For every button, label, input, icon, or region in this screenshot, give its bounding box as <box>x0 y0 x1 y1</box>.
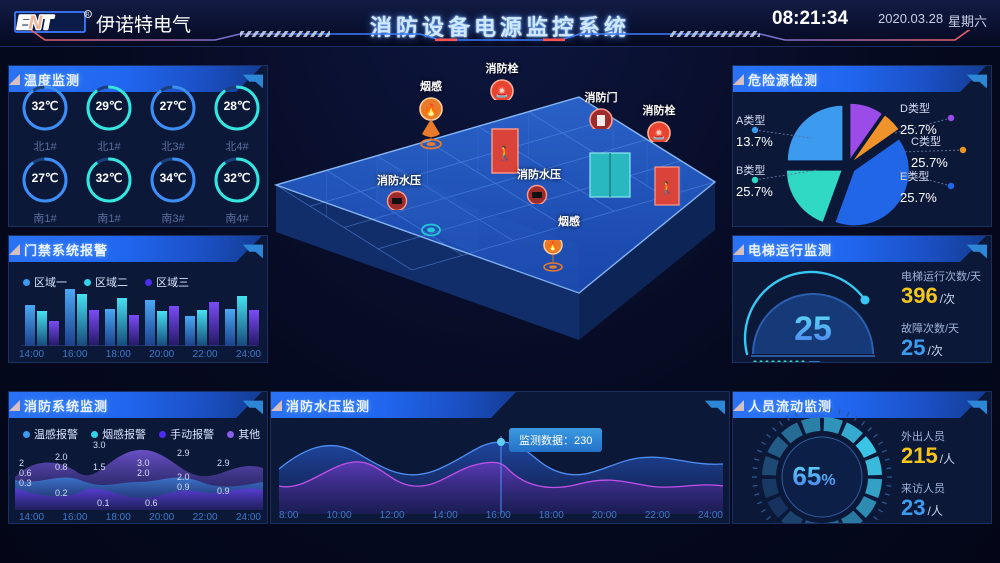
svg-text:🚶: 🚶 <box>496 145 513 162</box>
svg-text:D类型: D类型 <box>900 101 930 115</box>
svg-text:25.7%: 25.7% <box>900 122 937 137</box>
svg-text:B类型: B类型 <box>736 163 765 177</box>
svg-text:🚨: 🚨 <box>652 128 666 141</box>
svg-text:🚶: 🚶 <box>660 181 675 195</box>
svg-text:25: 25 <box>794 310 832 348</box>
svg-text:E类型: E类型 <box>900 169 929 183</box>
svg-text:C类型: C类型 <box>911 134 941 148</box>
svg-text:A类型: A类型 <box>736 113 765 127</box>
svg-text:🔥: 🔥 <box>547 240 558 251</box>
svg-text:13.7%: 13.7% <box>736 134 773 149</box>
svg-text:25.7%: 25.7% <box>736 184 773 199</box>
svg-text:25.7%: 25.7% <box>900 190 937 205</box>
svg-text:25.7%: 25.7% <box>911 155 948 170</box>
svg-text:🔥: 🔥 <box>424 103 439 117</box>
svg-text:🚨: 🚨 <box>495 86 509 99</box>
